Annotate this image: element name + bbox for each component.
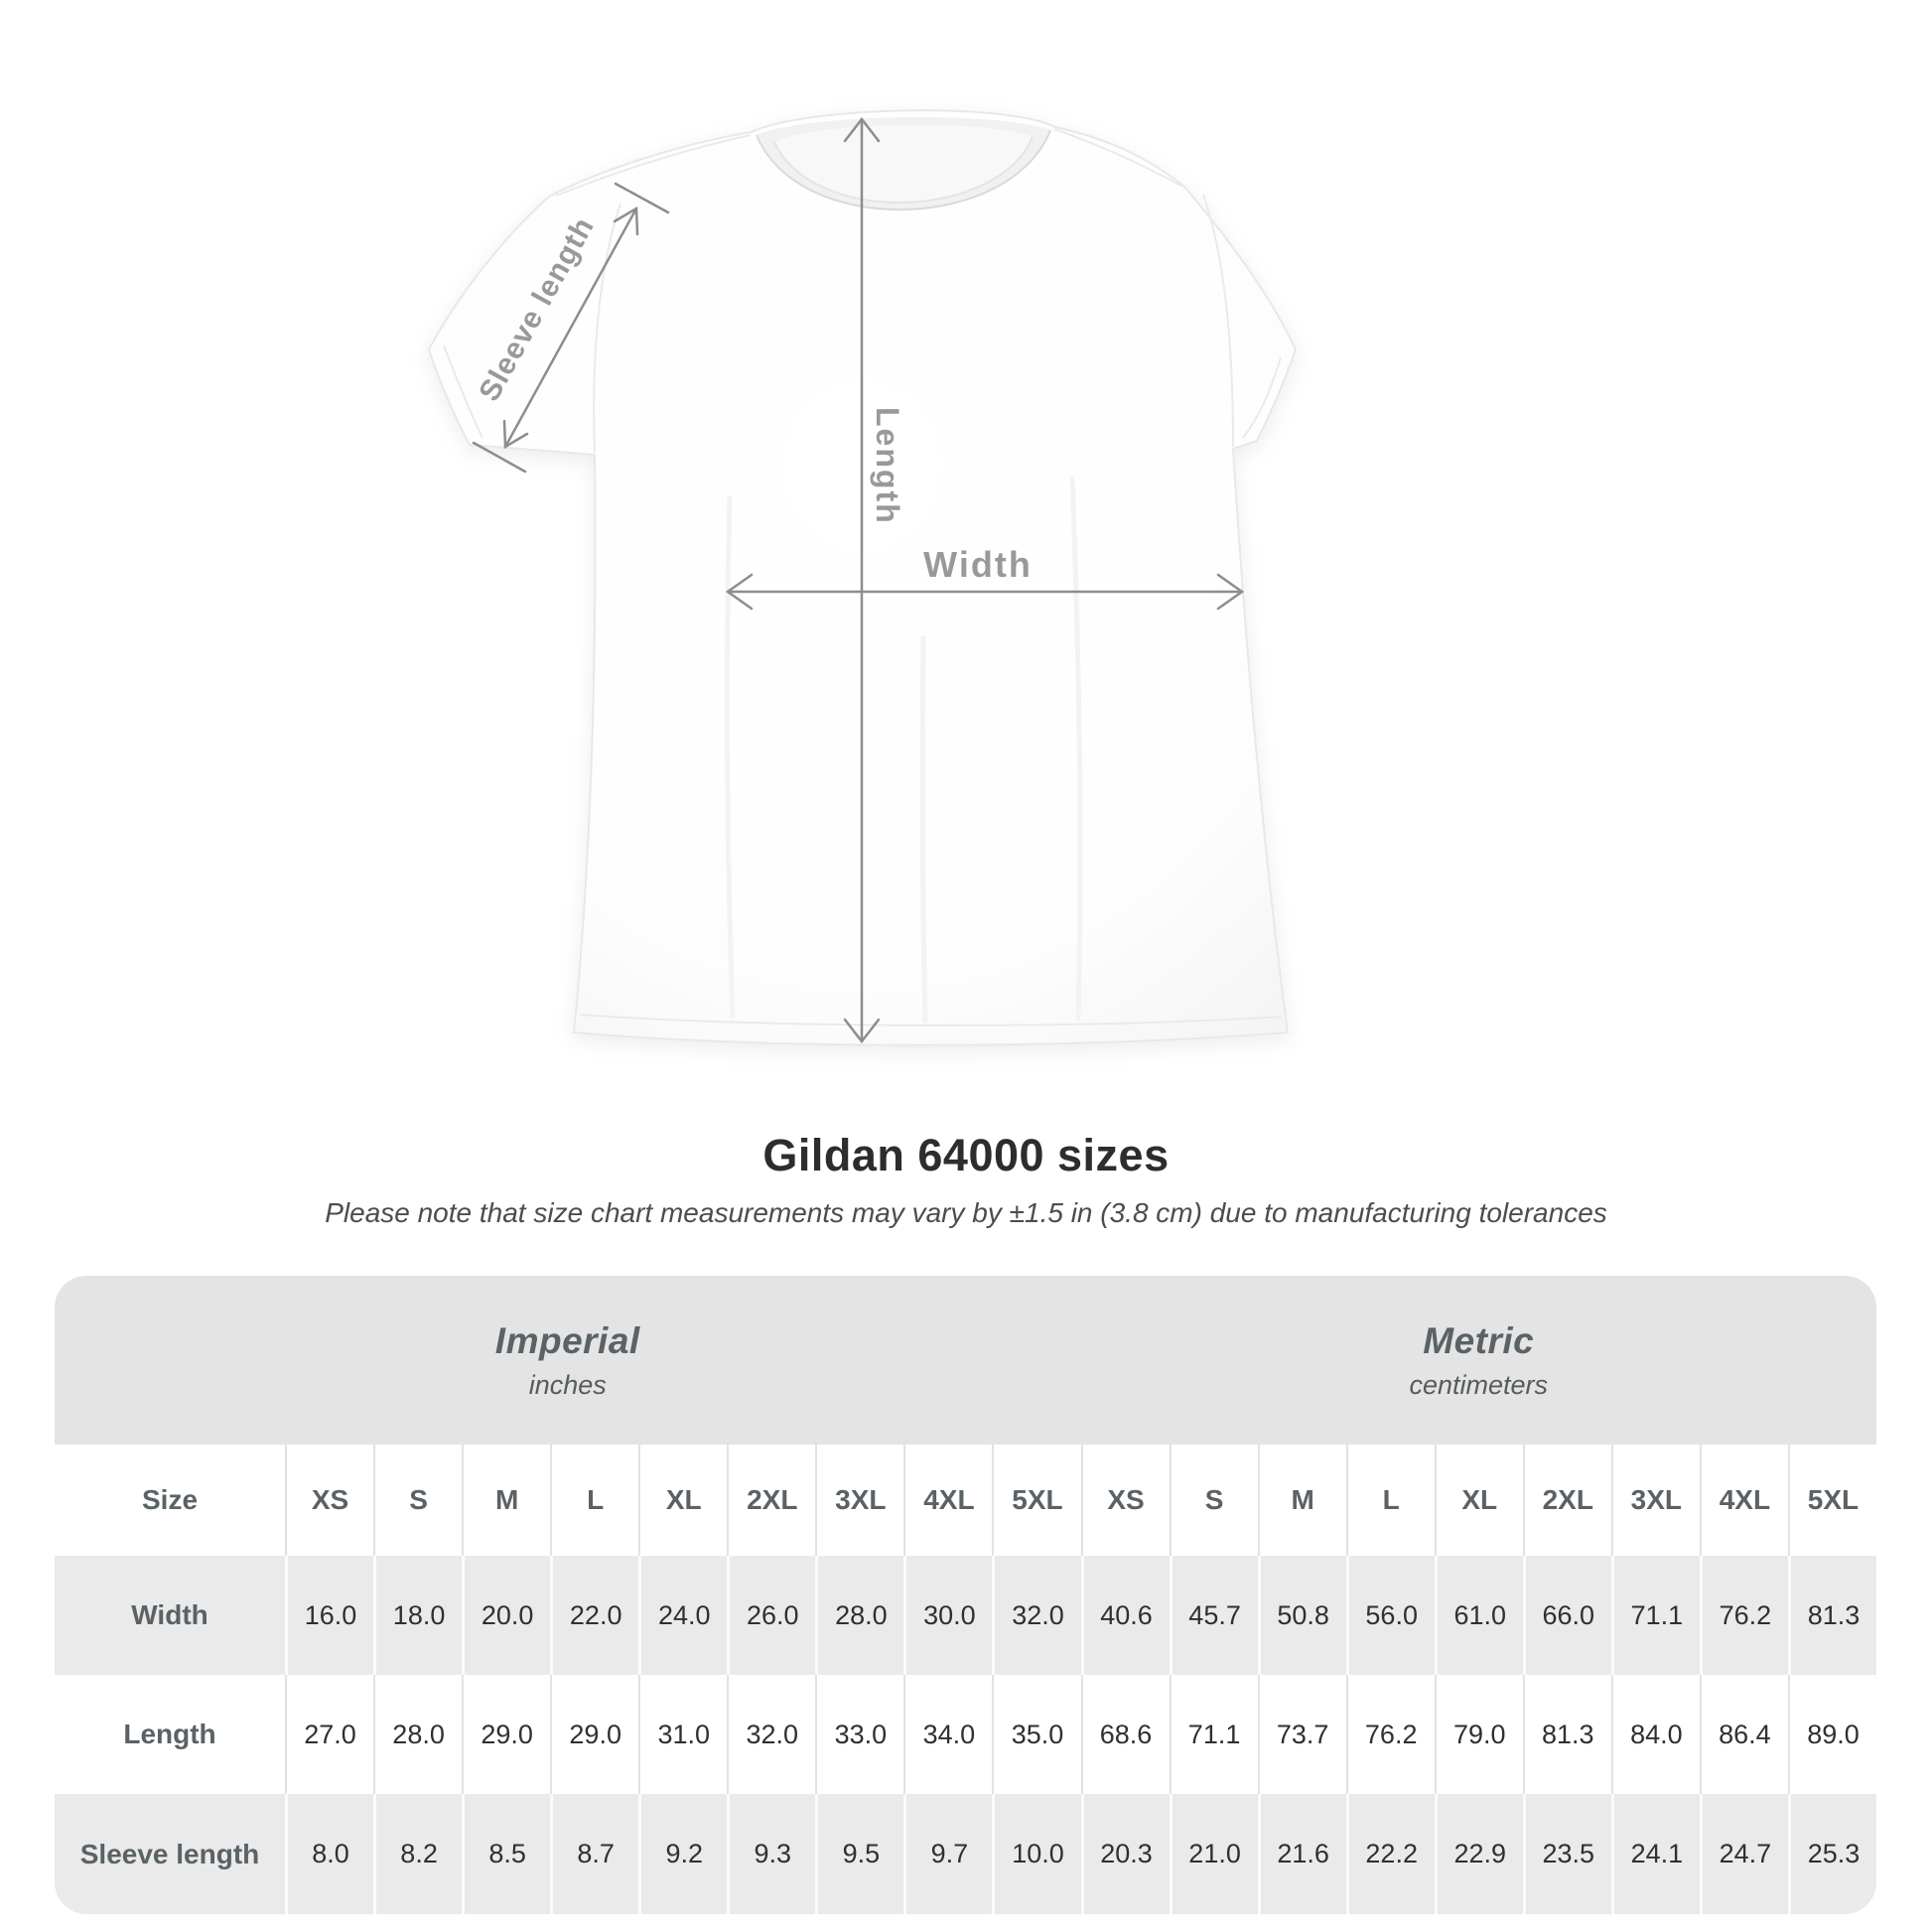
size-header-cell: 5XL [1787,1445,1876,1556]
row-label: Sleeve length [55,1794,285,1914]
unit-group-unit: inches [528,1369,607,1400]
size-header-cell: 2XL [1522,1445,1611,1556]
size-header-cell: L [1345,1445,1435,1556]
value-cell: 81.3 [1787,1556,1876,1675]
value-cell: 81.3 [1522,1675,1611,1794]
size-header-cell: M [1257,1445,1346,1556]
width-arrow [725,573,1245,611]
value-cell: 50.8 [1257,1556,1346,1675]
value-cell: 89.0 [1787,1675,1876,1794]
row-label: Length [55,1675,285,1794]
value-cell: 56.0 [1345,1556,1435,1675]
size-header-cell: 2XL [727,1445,816,1556]
value-cell: 9.2 [638,1794,728,1914]
size-header-cell: S [1169,1445,1258,1556]
size-header-cell: XL [1434,1445,1523,1556]
value-cell: 29.0 [462,1675,551,1794]
value-cell: 73.7 [1257,1675,1346,1794]
value-cell: 20.3 [1080,1794,1170,1914]
value-cell: 21.0 [1169,1794,1258,1914]
value-cell: 30.0 [903,1556,993,1675]
width-label: Width [923,544,1033,585]
value-cell: 76.2 [1699,1556,1788,1675]
value-cell: 29.0 [550,1675,639,1794]
value-cell: 71.1 [1169,1675,1258,1794]
value-cell: 21.6 [1257,1794,1346,1914]
tshirt-diagram: Length Width Sleeve length [427,109,1298,1046]
size-header-cell: L [550,1445,639,1556]
value-cell: 22.2 [1345,1794,1435,1914]
size-header-cell: 4XL [1699,1445,1788,1556]
value-cell: 32.0 [727,1675,816,1794]
length-label: Length [870,407,905,525]
tolerance-note: Please note that size chart measurements… [325,1197,1607,1228]
value-cell: 35.0 [992,1675,1081,1794]
value-cell: 8.7 [550,1794,639,1914]
value-cell: 61.0 [1434,1556,1523,1675]
size-header-cell: XS [1080,1445,1170,1556]
unit-group-name: Imperial [494,1319,640,1361]
value-cell: 9.7 [903,1794,993,1914]
value-cell: 9.5 [815,1794,904,1914]
sleeve-length-arrow [472,182,670,474]
value-cell: 32.0 [992,1556,1081,1675]
value-cell: 24.0 [638,1556,728,1675]
value-cell: 22.9 [1434,1794,1523,1914]
value-cell: 27.0 [285,1675,374,1794]
value-cell: 45.7 [1169,1556,1258,1675]
value-cell: 71.1 [1610,1556,1700,1675]
value-cell: 84.0 [1610,1675,1700,1794]
value-cell: 26.0 [727,1556,816,1675]
size-header-cell: 4XL [903,1445,993,1556]
value-cell: 18.0 [373,1556,463,1675]
value-cell: 31.0 [638,1675,728,1794]
size-header-cell: S [373,1445,463,1556]
size-column-header: Size [55,1445,285,1556]
value-cell: 24.7 [1699,1794,1788,1914]
unit-group-unit: centimeters [1409,1369,1549,1400]
value-cell: 34.0 [903,1675,993,1794]
value-cell: 28.0 [373,1675,463,1794]
value-cell: 28.0 [815,1556,904,1675]
value-cell: 16.0 [285,1556,374,1675]
value-cell: 8.5 [462,1794,551,1914]
unit-group-name: Metric [1423,1319,1535,1361]
value-cell: 33.0 [815,1675,904,1794]
value-cell: 9.3 [727,1794,816,1914]
row-label: Width [55,1556,285,1675]
value-cell: 10.0 [992,1794,1081,1914]
value-cell: 79.0 [1434,1675,1523,1794]
size-table: Imperial inches Metric centimeters Size XS S M L… [55,1276,1876,1914]
size-header-cell: 3XL [1610,1445,1700,1556]
value-cell: 20.0 [462,1556,551,1675]
value-cell: 86.4 [1699,1675,1788,1794]
size-header-cell: XL [638,1445,728,1556]
heading-block: Gildan 64000 sizes Please note that size… [0,1130,1932,1229]
size-header-cell: M [462,1445,551,1556]
unit-group-imperial: Imperial inches [55,1276,1081,1445]
unit-group-metric: Metric centimeters [1080,1276,1876,1445]
page-title: Gildan 64000 sizes [762,1130,1170,1180]
value-cell: 24.1 [1610,1794,1700,1914]
value-cell: 23.5 [1522,1794,1611,1914]
value-cell: 8.0 [285,1794,374,1914]
length-arrow [843,116,881,1044]
value-cell: 40.6 [1080,1556,1170,1675]
size-header-cell: 5XL [992,1445,1081,1556]
size-header-cell: 3XL [815,1445,904,1556]
value-cell: 8.2 [373,1794,463,1914]
value-cell: 25.3 [1787,1794,1876,1914]
value-cell: 22.0 [550,1556,639,1675]
value-cell: 68.6 [1080,1675,1170,1794]
value-cell: 76.2 [1345,1675,1435,1794]
size-header-cell: XS [285,1445,374,1556]
value-cell: 66.0 [1522,1556,1611,1675]
